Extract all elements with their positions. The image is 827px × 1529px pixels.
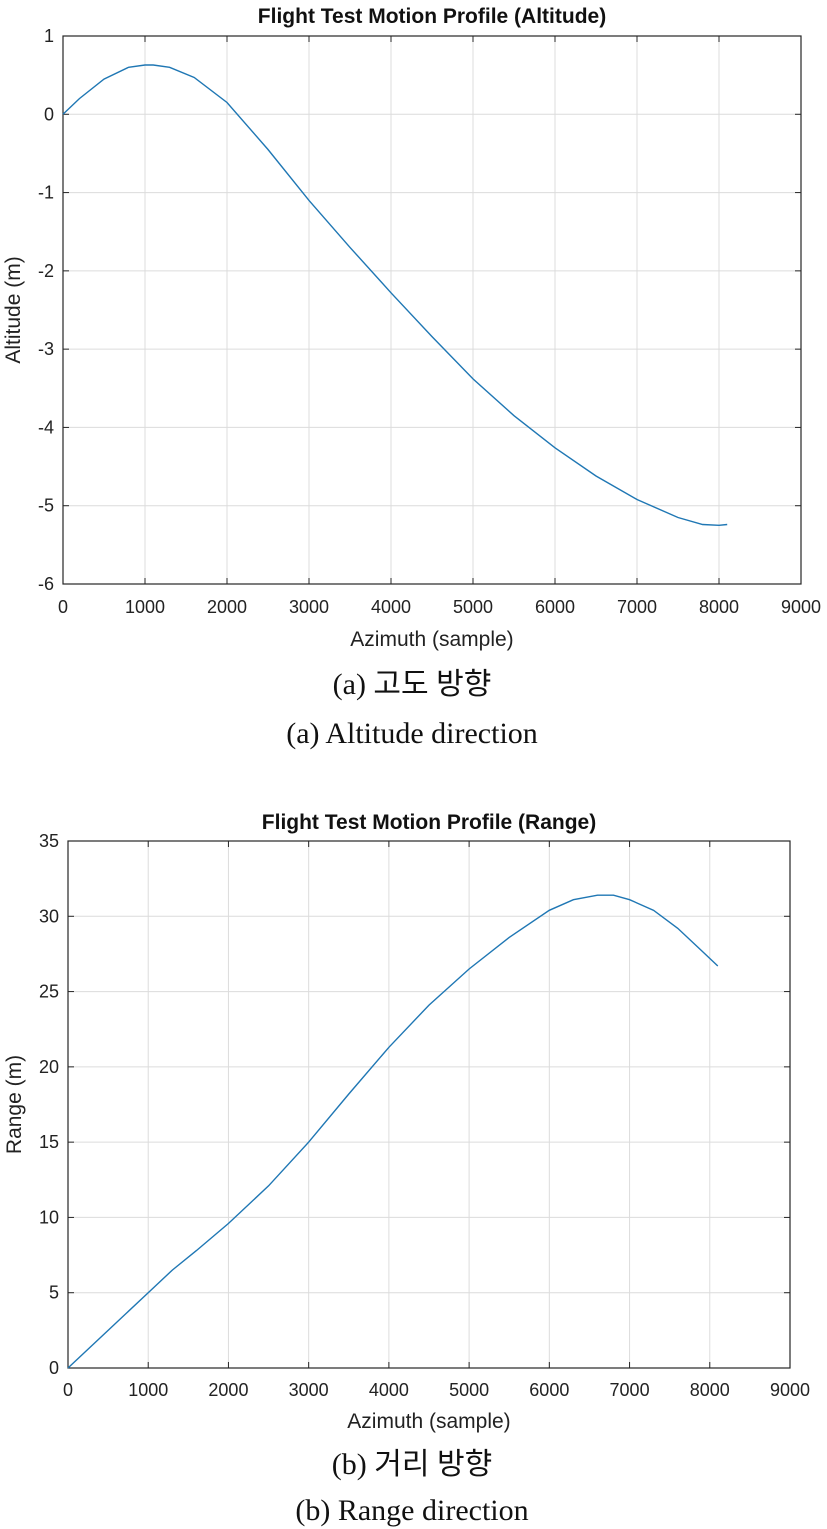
y-tick-label: -4 <box>38 417 54 437</box>
y-tick-label: 5 <box>49 1283 59 1303</box>
x-axis-label: Azimuth (sample) <box>347 1410 510 1433</box>
y-axis-label: Range (m) <box>3 1055 26 1154</box>
x-tick-label: 8000 <box>690 1380 730 1400</box>
y-tick-label: 25 <box>39 982 59 1002</box>
x-tick-label: 6000 <box>535 597 575 617</box>
x-tick-label: 1000 <box>125 597 165 617</box>
x-tick-label: 2000 <box>207 597 247 617</box>
x-tick-label: 7000 <box>610 1380 650 1400</box>
y-tick-label: 30 <box>39 906 59 926</box>
x-tick-label: 7000 <box>617 597 657 617</box>
axes-box <box>67 840 791 1369</box>
x-tick-label: 4000 <box>369 1380 409 1400</box>
caption-korean: (b) 거리 방향 <box>332 1448 492 1481</box>
x-tick-label: 2000 <box>208 1380 248 1400</box>
axes-box <box>62 35 802 585</box>
caption-korean: (a) 고도 방향 <box>333 668 492 701</box>
y-tick-label: 15 <box>39 1132 59 1152</box>
data-series-line <box>67 894 719 1369</box>
data-series-line <box>62 64 728 527</box>
x-tick-label: 8000 <box>699 597 739 617</box>
y-tick-label: 10 <box>39 1207 59 1227</box>
x-tick-label: 4000 <box>371 597 411 617</box>
range-chart: 0 1000 2000 3000 4000 5000 6000 7000 8000 9000 35 3… <box>3 811 810 1527</box>
x-tick-label: 0 <box>58 597 68 617</box>
y-tick-label: -5 <box>38 496 54 516</box>
y-tick-label: 1 <box>44 26 54 46</box>
y-tick-label: -2 <box>38 261 54 281</box>
x-tick-label: 0 <box>63 1380 73 1400</box>
altitude-chart: 0 1000 2000 3000 4000 5000 6000 7000 8000 900010-… <box>2 5 821 750</box>
x-tick-label: 1000 <box>128 1380 168 1400</box>
caption-english: (a) Altitude direction <box>286 717 538 750</box>
x-tick-label: 6000 <box>529 1380 569 1400</box>
x-tick-label: 3000 <box>289 1380 329 1400</box>
x-tick-label: 5000 <box>449 1380 489 1400</box>
y-tick-label: -6 <box>38 574 54 594</box>
y-tick-label: 0 <box>44 104 54 124</box>
y-tick-label: -1 <box>38 183 54 203</box>
x-tick-label: 9000 <box>781 597 821 617</box>
y-tick-label: 35 <box>39 831 59 851</box>
caption-english: (b) Range direction <box>295 1494 528 1527</box>
chart-title: Flight Test Motion Profile (Altitude) <box>258 5 606 28</box>
y-tick-label: 20 <box>39 1057 59 1077</box>
y-axis-label: Altitude (m) <box>2 256 25 363</box>
y-tick-label: 0 <box>49 1358 59 1378</box>
y-tick-label: -3 <box>38 339 54 359</box>
x-tick-label: 3000 <box>289 597 329 617</box>
x-tick-label: 5000 <box>453 597 493 617</box>
chart-title: Flight Test Motion Profile (Range) <box>262 811 596 834</box>
x-axis-label: Azimuth (sample) <box>350 628 513 651</box>
x-tick-label: 9000 <box>770 1380 810 1400</box>
